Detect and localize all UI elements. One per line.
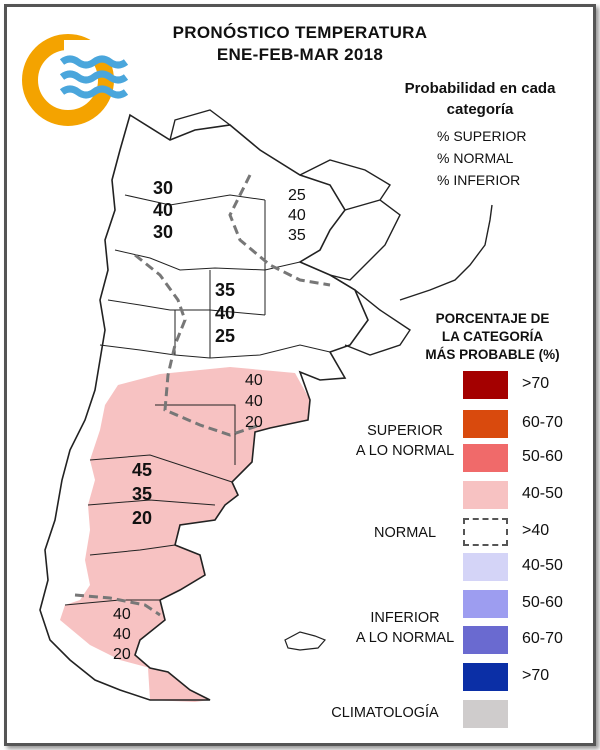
- boundary-dashed: [228, 174, 331, 287]
- legend-label-inferior-40-50: 40-50: [522, 557, 563, 574]
- category-inferior-line2: A LO NORMAL: [355, 630, 455, 646]
- percent-header-line3: MÁS PROBABLE (%): [425, 347, 560, 362]
- legend-swatch-superior-40-50: [463, 481, 508, 509]
- probability-item-normal: % NORMAL: [437, 150, 514, 166]
- map-title: PRONÓSTICO TEMPERATURA: [172, 23, 428, 42]
- category-normal: NORMAL: [373, 525, 437, 541]
- smn-logo: [22, 34, 129, 126]
- legend-swatch-superior-60-70: [463, 410, 508, 438]
- probability-item-superior: % SUPERIOR: [437, 128, 527, 144]
- category-superior-line2: A LO NORMAL: [355, 443, 455, 459]
- legend-swatch-superior-50-60: [463, 444, 508, 472]
- legend-label-superior-50-60: 50-60: [522, 448, 563, 465]
- legend-label-superior-40-50: 40-50: [522, 485, 563, 502]
- category-inferior-line1: INFERIOR: [370, 610, 440, 626]
- region-tierra-del-fuego-fill: [148, 668, 210, 702]
- legend-label-superior-60-70: 60-70: [522, 414, 563, 431]
- legend-label-inferior-gt70: >70: [522, 667, 550, 684]
- category-superior-line1: SUPERIOR: [367, 423, 443, 439]
- region-superior-fill: [60, 367, 310, 668]
- legend-swatch-superior-gt70: [463, 371, 508, 399]
- islands: [284, 631, 327, 651]
- argentina-outline: [39, 109, 493, 702]
- percent-header-line1: PORCENTAJE DE: [435, 311, 550, 326]
- probability-header-line1: Probabilidad en cada: [404, 80, 556, 97]
- legend-swatch-inferior-40-50: [463, 553, 508, 581]
- legend-label-inferior-60-70: 60-70: [522, 630, 563, 647]
- legend-swatch-inferior-50-60: [463, 590, 508, 618]
- percent-header-line2: LA CATEGORÍA: [441, 329, 544, 344]
- boundary-dashed: [134, 253, 261, 437]
- probability-item-inferior: % INFERIOR: [437, 172, 521, 188]
- legend-swatch-climatologia: [463, 700, 508, 728]
- legend-label-superior-gt70: >70: [522, 375, 550, 392]
- category-climatologia: CLIMATOLOGÍA: [331, 705, 439, 721]
- legend-label-inferior-50-60: 50-60: [522, 594, 563, 611]
- probability-header-line2: categoría: [446, 101, 514, 118]
- legend-swatch-inferior-60-70: [463, 626, 508, 654]
- legend-label-normal-gt40: >40: [522, 522, 550, 539]
- legend-swatch-inferior-gt70: [463, 663, 508, 691]
- legend-swatch-normal-gt40: [463, 518, 508, 546]
- boundary-dashed: [74, 593, 161, 617]
- map-subtitle: ENE-FEB-MAR 2018: [216, 45, 384, 64]
- country-border: [39, 113, 369, 701]
